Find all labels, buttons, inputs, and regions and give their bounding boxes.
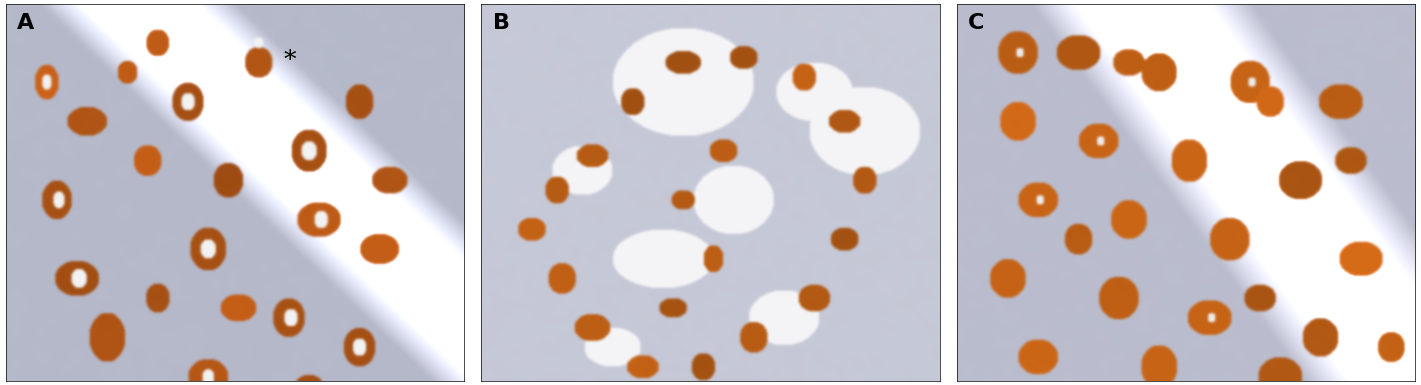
Text: C: C — [968, 13, 985, 33]
Text: A: A — [17, 13, 34, 33]
Text: *: * — [284, 49, 296, 72]
Text: B: B — [493, 13, 510, 33]
